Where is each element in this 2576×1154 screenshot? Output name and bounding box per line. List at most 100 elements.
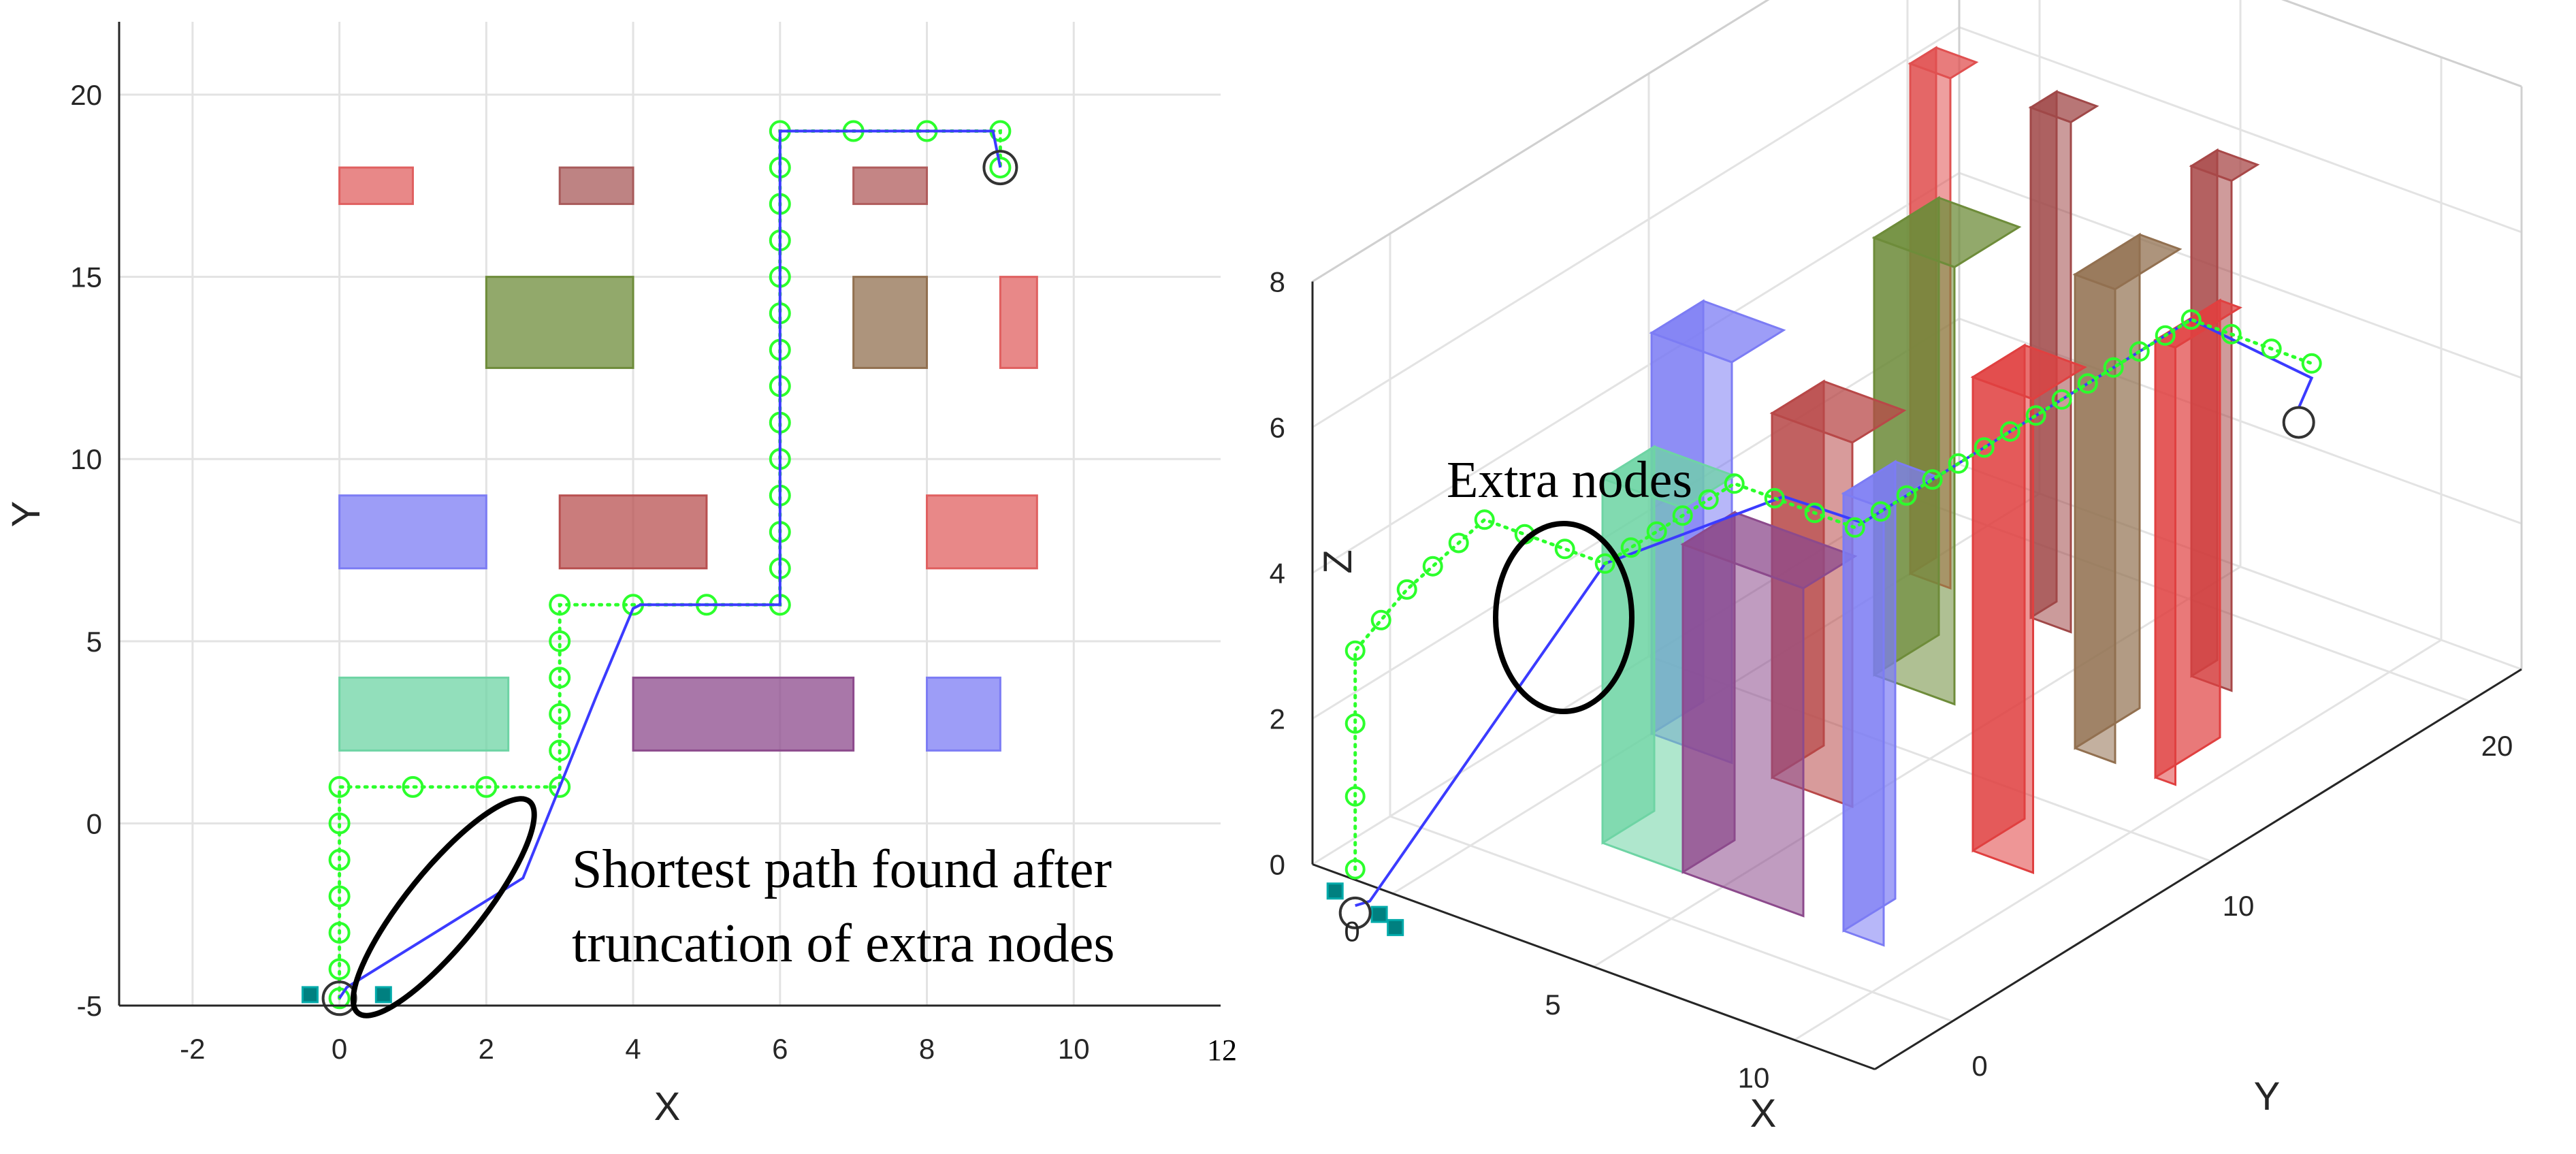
extra-node — [1345, 786, 1366, 807]
start-marker — [1370, 905, 1388, 923]
obstacle-rect — [926, 494, 1038, 570]
obstacle-rect — [338, 676, 510, 752]
extra-node — [328, 958, 351, 980]
extra-node — [1646, 521, 1667, 542]
plot-2d-shortest-path — [338, 129, 1002, 999]
extra-node — [2025, 405, 2046, 426]
extra-node — [1948, 453, 1969, 474]
obstacle-rect — [632, 676, 855, 752]
extra-nodes-link — [1353, 317, 2314, 871]
plot-3d-obstacles — [1600, 46, 2260, 947]
extra-node — [1844, 517, 1865, 538]
plot-3d-annotation: Extra nodes — [1447, 451, 1692, 509]
box-edge — [1312, 0, 1770, 283]
plot-3d-z-axis-label: Z — [1316, 549, 1360, 573]
extra-node — [1620, 537, 1641, 558]
extra-node — [1764, 487, 1785, 509]
x-tick-label: 8 — [919, 1033, 935, 1065]
extra-node — [328, 812, 351, 835]
extra-node — [1396, 579, 1417, 600]
extra-node — [328, 921, 351, 944]
extra-node — [1345, 859, 1366, 880]
extra-node — [549, 703, 571, 725]
y-tick-label: -5 — [77, 990, 102, 1022]
extra-node — [1422, 556, 1443, 577]
start-marker — [301, 986, 319, 1004]
obstacle-bar — [1680, 510, 1858, 918]
plot-2d-annotation-line-1: Shortest path found after — [572, 839, 1112, 899]
obstacle-bar — [1970, 343, 2087, 874]
extra-node — [402, 775, 424, 798]
wall-grid-line — [1312, 0, 1770, 283]
extra-node — [989, 157, 1012, 179]
plot-2d-axes — [118, 22, 1221, 1007]
extra-node — [1870, 501, 1891, 522]
y-tick-label: 0 — [86, 807, 102, 839]
plot-2d-annotation-ellipse — [350, 796, 537, 1019]
extra-node — [328, 775, 351, 798]
extra-node — [1724, 473, 1745, 494]
x-tick-label: 10 — [1058, 1033, 1090, 1065]
extra-node — [1999, 421, 2020, 442]
y-tick-label: 20 — [70, 79, 102, 111]
extra-node — [328, 987, 351, 1010]
y-tick-label: 20 — [2481, 730, 2513, 762]
axis-line — [1874, 668, 2522, 1070]
x-tick-label: 4 — [625, 1033, 641, 1065]
extra-node — [328, 885, 351, 908]
bar-face-top — [2028, 90, 2099, 124]
obstacle-rect — [338, 494, 487, 570]
plot-2d-annotation-line-2: truncation of extra nodes — [572, 914, 1115, 974]
plot-3d-x-axis-label: X — [1750, 1091, 1777, 1136]
plot-3d-annotation-ellipse — [1493, 521, 1635, 714]
obstacle-rect — [338, 166, 414, 206]
bar-face-left — [2154, 298, 2221, 780]
extra-node — [1672, 505, 1693, 526]
extra-node — [2077, 373, 2098, 394]
bar-face-top — [1970, 344, 2087, 400]
extra-node — [1448, 532, 1469, 554]
bar-face-left — [1842, 460, 1897, 933]
goal-point — [982, 150, 1018, 186]
extra-node — [1345, 713, 1366, 734]
extra-node — [1896, 485, 1917, 506]
x-tick-label: 0 — [332, 1033, 347, 1065]
annotation-ellipse — [350, 796, 537, 1019]
plot-2d-x-tick-labels: -2024681012 — [180, 1033, 1089, 1065]
extra-node — [549, 739, 571, 762]
z-tick-label: 4 — [1270, 558, 1285, 590]
extra-node — [328, 848, 351, 871]
bar-face-left — [1681, 510, 1736, 874]
wall-grid-line — [1312, 26, 1960, 428]
x-tick-label: -2 — [180, 1033, 205, 1065]
obstacle-rect — [926, 676, 1001, 752]
extra-node — [549, 630, 571, 652]
obstacle-rect — [558, 166, 634, 206]
bar-face-top — [1907, 46, 1979, 80]
x-tick-label: 6 — [772, 1033, 788, 1065]
bar-face-top — [1769, 380, 1907, 444]
plot-2d-x-axis-label: X — [654, 1085, 681, 1129]
plot-3d-extra-nodes — [1345, 309, 2322, 880]
shortest-path-line — [338, 129, 1002, 999]
start-marker — [1326, 882, 1344, 900]
y-tick-label: 15 — [70, 261, 102, 293]
extra-node — [549, 594, 571, 616]
extra-node — [2129, 341, 2150, 362]
extra-node — [1554, 539, 1575, 560]
extra-node — [2103, 357, 2124, 378]
extra-node — [475, 775, 498, 798]
plot-2d-obstacles — [338, 166, 1038, 752]
extra-node — [1974, 437, 1995, 458]
obstacle-rect — [999, 276, 1038, 369]
box-edge — [2281, 0, 2522, 88]
extra-node — [1594, 553, 1615, 574]
bar-face-top — [2189, 148, 2260, 182]
extra-node — [2180, 309, 2202, 330]
plot-3d-y-axis-label: Y — [2254, 1074, 2281, 1119]
extra-node — [2155, 325, 2176, 346]
page-number: 12 — [1207, 1033, 1237, 1067]
axis-line — [1312, 863, 1875, 1070]
y-tick-label: 5 — [86, 626, 102, 658]
